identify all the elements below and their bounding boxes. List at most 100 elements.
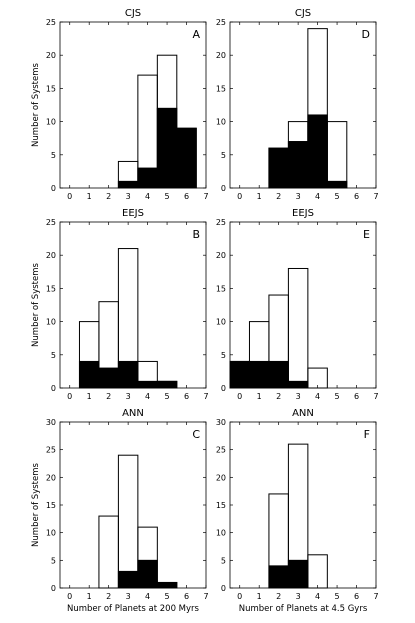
panel-e: 0 1 2 3 4 5 6 7 0 5 10 15 20 25 EEJS E <box>216 208 379 401</box>
panel-title: EEJS <box>122 208 144 219</box>
x-tick-label: 0 <box>237 192 242 201</box>
y-tick-label: 25 <box>216 446 226 455</box>
x-tick-label: 7 <box>373 392 378 401</box>
y-tick-label: 0 <box>51 384 56 393</box>
bar-a-filled-6 <box>176 127 197 189</box>
panel-letter: A <box>192 28 200 41</box>
x-tick-label: 5 <box>335 392 340 401</box>
y-tick-label: 5 <box>51 151 56 160</box>
axes-frame <box>59 421 207 589</box>
x-tick-label: 1 <box>87 592 92 601</box>
axes-frame <box>229 21 377 189</box>
x-tick-label: 1 <box>87 192 92 201</box>
y-tick-label: 5 <box>221 556 226 565</box>
x-tick-label: 3 <box>296 392 301 401</box>
panel-letter: E <box>363 228 370 241</box>
y-tick-label: 5 <box>51 351 56 360</box>
bar-a-filled-5 <box>156 107 178 189</box>
y-tick-label: 15 <box>216 501 226 510</box>
y-tick-label: 10 <box>216 318 226 327</box>
y-tick-label: 20 <box>46 251 56 260</box>
x-tick-label: 0 <box>67 392 72 401</box>
panel-b: 0 1 2 3 4 5 6 7 0 5 10 15 20 25 EEJS B Number of Systems <box>31 208 209 401</box>
x-tick-label: 6 <box>184 592 189 601</box>
x-tick-label: 3 <box>296 592 301 601</box>
panel-title: CJS <box>295 8 311 19</box>
panel-letter: D <box>362 28 370 41</box>
y-tick-label: 15 <box>46 84 56 93</box>
axes-frame <box>59 21 207 189</box>
y-tick-label: 0 <box>51 584 56 593</box>
y-tick-label: 25 <box>216 218 226 227</box>
x-tick-label: 5 <box>165 392 170 401</box>
x-tick-label: 7 <box>203 592 208 601</box>
y-tick-label: 0 <box>51 184 56 193</box>
panel-a: 0 1 2 3 4 5 6 7 0 5 10 15 20 25 CJS A Number of Systems <box>31 8 209 201</box>
x-tick-label: 7 <box>203 392 208 401</box>
y-tick-label: 30 <box>46 418 56 427</box>
x-tick-label: 3 <box>126 592 131 601</box>
x-tick-label: 5 <box>165 192 170 201</box>
bar-e-filled-0 <box>229 360 250 389</box>
x-tick-label: 5 <box>165 592 170 601</box>
y-axis-label: Number of Systems <box>31 62 41 146</box>
bar-d-filled-3 <box>287 141 309 189</box>
y-tick-label: 20 <box>46 51 56 60</box>
x-tick-label: 1 <box>257 192 262 201</box>
x-axis-label: Number of Planets at 200 Myrs <box>67 604 200 614</box>
y-axis-label: Number of Systems <box>31 462 41 546</box>
panel-letter: C <box>192 428 200 441</box>
x-tick-label: 5 <box>335 592 340 601</box>
y-tick-label: 20 <box>216 51 226 60</box>
x-tick-label: 1 <box>257 592 262 601</box>
x-tick-label: 0 <box>67 592 72 601</box>
x-tick-label: 6 <box>354 392 359 401</box>
y-tick-label: 15 <box>216 84 226 93</box>
x-tick-label: 3 <box>126 192 131 201</box>
x-tick-label: 6 <box>184 392 189 401</box>
panel-title: ANN <box>122 408 144 419</box>
y-tick-label: 5 <box>221 351 226 360</box>
y-tick-label: 0 <box>221 184 226 193</box>
x-tick-label: 0 <box>237 592 242 601</box>
y-tick-label: 25 <box>46 218 56 227</box>
y-tick-label: 10 <box>216 118 226 127</box>
y-tick-label: 25 <box>216 18 226 27</box>
x-tick-label: 6 <box>184 192 189 201</box>
x-tick-label: 4 <box>145 392 150 401</box>
bar-b-filled-1 <box>78 360 100 389</box>
panel-title: ANN <box>292 408 314 419</box>
x-tick-label: 3 <box>296 192 301 201</box>
x-tick-label: 6 <box>354 592 359 601</box>
panel-f: 0 1 2 3 4 5 6 7 0 5 10 15 20 25 30 ANN F Number of Planet… <box>216 408 379 614</box>
x-tick-label: 4 <box>315 392 320 401</box>
x-tick-label: 7 <box>373 592 378 601</box>
y-tick-label: 25 <box>46 446 56 455</box>
y-tick-label: 10 <box>46 318 56 327</box>
y-tick-label: 10 <box>46 118 56 127</box>
panel-title: EEJS <box>292 208 314 219</box>
x-tick-label: 7 <box>373 192 378 201</box>
x-tick-label: 6 <box>354 192 359 201</box>
bar-e-total-3 <box>287 267 309 389</box>
bar-f-filled-3 <box>287 559 309 589</box>
x-tick-label: 7 <box>203 192 208 201</box>
panel-d: 0 1 2 3 4 5 6 7 0 5 10 15 20 25 CJS D <box>216 8 379 201</box>
bar-f-filled-2 <box>268 565 289 589</box>
bar-c-total-3 <box>117 454 139 589</box>
bar-d-filled-2 <box>268 147 289 189</box>
y-tick-label: 15 <box>46 501 56 510</box>
x-tick-label: 4 <box>315 592 320 601</box>
x-tick-label: 2 <box>276 592 281 601</box>
panel-letter: F <box>364 428 370 441</box>
bar-f-total-4 <box>307 554 328 589</box>
x-tick-label: 4 <box>315 192 320 201</box>
y-tick-label: 20 <box>216 251 226 260</box>
y-tick-label: 15 <box>216 284 226 293</box>
x-tick-label: 2 <box>106 192 111 201</box>
bar-e-filled-2 <box>268 360 289 389</box>
y-tick-label: 10 <box>216 529 226 538</box>
y-tick-label: 0 <box>221 384 226 393</box>
bar-e-filled-1 <box>248 360 270 389</box>
